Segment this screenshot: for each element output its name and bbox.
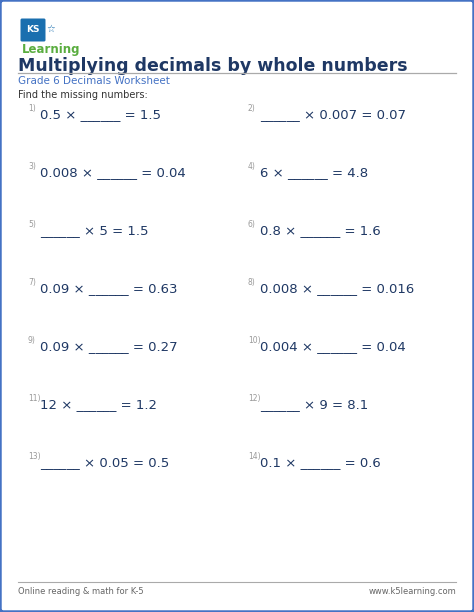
FancyBboxPatch shape (20, 18, 46, 42)
Text: 12 × ______ = 1.2: 12 × ______ = 1.2 (40, 398, 157, 411)
Text: 0.5 × ______ = 1.5: 0.5 × ______ = 1.5 (40, 108, 161, 121)
Text: 0.09 × ______ = 0.63: 0.09 × ______ = 0.63 (40, 282, 177, 295)
Text: ______ × 9 = 8.1: ______ × 9 = 8.1 (260, 398, 368, 411)
Text: 0.008 × ______ = 0.016: 0.008 × ______ = 0.016 (260, 282, 414, 295)
Text: 0.008 × ______ = 0.04: 0.008 × ______ = 0.04 (40, 166, 186, 179)
Text: 12): 12) (248, 394, 261, 403)
Text: Find the missing numbers:: Find the missing numbers: (18, 90, 148, 100)
Text: ______ × 0.05 = 0.5: ______ × 0.05 = 0.5 (40, 456, 169, 469)
Text: 0.1 × ______ = 0.6: 0.1 × ______ = 0.6 (260, 456, 381, 469)
Text: 11): 11) (28, 394, 40, 403)
Text: 6 × ______ = 4.8: 6 × ______ = 4.8 (260, 166, 368, 179)
Text: 1): 1) (28, 104, 36, 113)
Text: 5): 5) (28, 220, 36, 229)
Text: 3): 3) (28, 162, 36, 171)
Text: www.k5learning.com: www.k5learning.com (368, 587, 456, 596)
Text: ☆: ☆ (46, 24, 55, 34)
Text: 13): 13) (28, 452, 41, 461)
Text: ______ × 5 = 1.5: ______ × 5 = 1.5 (40, 224, 148, 237)
Text: 0.8 × ______ = 1.6: 0.8 × ______ = 1.6 (260, 224, 381, 237)
Text: 4): 4) (248, 162, 256, 171)
Text: Grade 6 Decimals Worksheet: Grade 6 Decimals Worksheet (18, 76, 170, 86)
Text: 10): 10) (248, 336, 261, 345)
Text: Learning: Learning (22, 43, 81, 56)
Text: 0.004 × ______ = 0.04: 0.004 × ______ = 0.04 (260, 340, 406, 353)
Text: 6): 6) (248, 220, 256, 229)
Text: Multiplying decimals by whole numbers: Multiplying decimals by whole numbers (18, 57, 408, 75)
Text: 2): 2) (248, 104, 256, 113)
Text: 14): 14) (248, 452, 261, 461)
Text: 0.09 × ______ = 0.27: 0.09 × ______ = 0.27 (40, 340, 178, 353)
Text: 7): 7) (28, 278, 36, 287)
Text: 8): 8) (248, 278, 256, 287)
Text: ______ × 0.007 = 0.07: ______ × 0.007 = 0.07 (260, 108, 406, 121)
Text: 9): 9) (28, 336, 36, 345)
Text: Online reading & math for K-5: Online reading & math for K-5 (18, 587, 144, 596)
Text: KS: KS (26, 26, 40, 34)
